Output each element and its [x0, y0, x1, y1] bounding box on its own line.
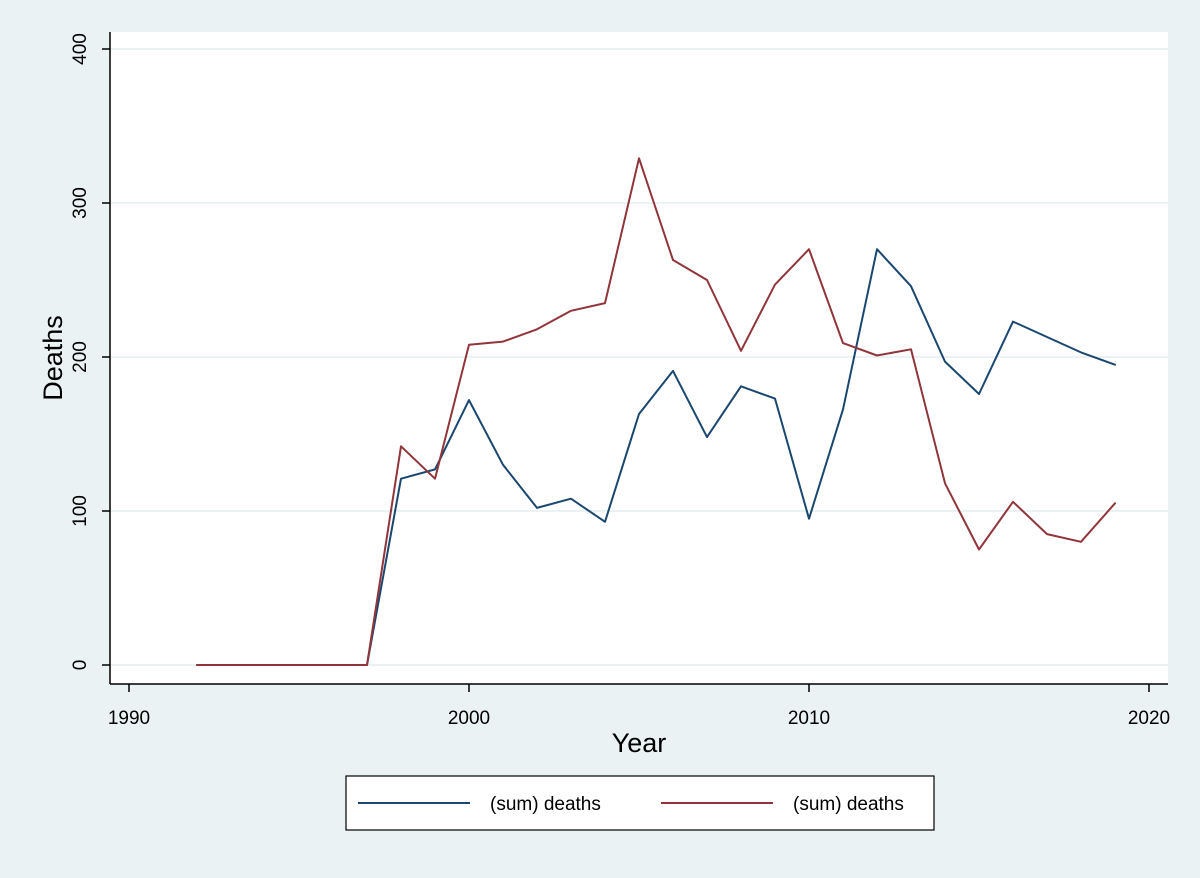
legend-label-1: (sum) deaths [490, 794, 601, 815]
y-tick-label: 0 [70, 660, 91, 671]
y-axis-title: Deaths [38, 315, 68, 401]
y-tick-label: 400 [70, 33, 91, 65]
axis-ticks: 0 100 200 300 400 1990 2000 2010 2020 [70, 33, 1170, 729]
legend-label-2: (sum) deaths [793, 794, 904, 815]
x-tick-label: 2000 [448, 708, 490, 729]
x-axis-title: Year [612, 728, 667, 758]
series-group [196, 157, 1116, 666]
y-tick-label: 300 [70, 187, 91, 219]
series-line-2 [196, 157, 1116, 666]
x-tick-label: 2010 [788, 708, 830, 729]
x-tick-label: 1990 [108, 708, 150, 729]
x-tick-label: 2020 [1128, 708, 1170, 729]
y-tick-label: 200 [70, 341, 91, 373]
legend-box [345, 775, 935, 831]
legend: (sum) deaths (sum) deaths [345, 775, 935, 831]
y-tick-label: 100 [70, 495, 91, 527]
